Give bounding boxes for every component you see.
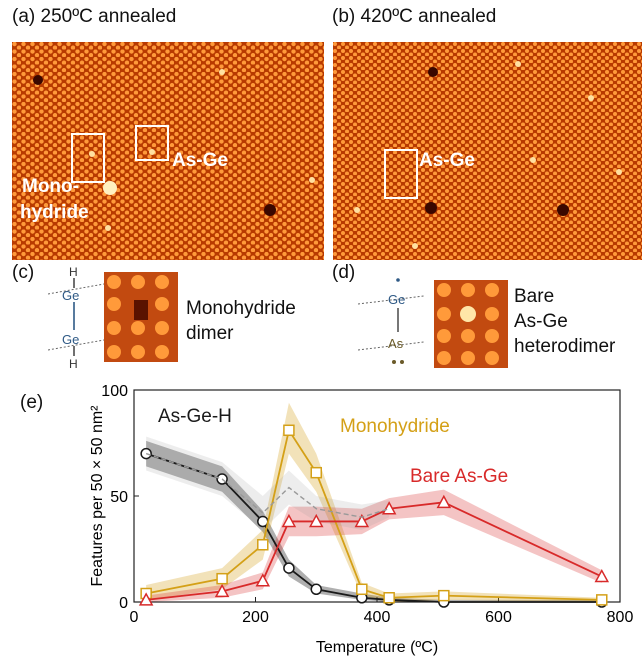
marker-series-1-1 [216,572,228,585]
x-tick-label-4: 800 [607,609,634,626]
caption-c: Monohydride dimer [186,298,296,344]
chart-e: 0 200 400 600 800 0 50 100 Temperature (ºC) Featu… [89,383,634,656]
y-tick-label-1: 50 [110,489,128,506]
marker-series-0-2 [257,515,269,528]
band-series-2 [146,489,602,602]
y-tick-label-2: 100 [101,383,128,400]
label-as-ge-a: As-Ge [172,150,228,171]
stm-image-b: As-Ge [333,42,642,260]
marker-series-2-7 [436,494,452,509]
caption-d: Bare As-Ge heterodimer [514,286,616,357]
atom-h-top: H [69,265,78,279]
marker-series-2-0 [138,592,154,606]
label-mono: Mono- [22,176,79,197]
line-series-3 [145,452,390,518]
x-tick-label-1: 200 [242,609,269,626]
atom-ge-bottom: Ge [62,332,79,347]
x-tick-label-3: 600 [485,609,512,626]
marker-series-2-2 [255,573,271,587]
stm-inset-c [104,272,178,362]
marker-series-1-4 [310,466,322,479]
series-label-2: Bare As-Ge [410,466,508,487]
marker-series-1-7 [438,589,450,602]
stm-inset-d [434,280,508,368]
x-tick-label-2: 400 [364,609,391,626]
marker-series-2-4 [308,513,324,528]
label-as-ge-b: As-Ge [419,150,475,171]
atom-as-d: As [388,336,404,351]
molecule-c: H Ge Ge H [48,265,104,368]
marker-series-2-6 [381,501,397,515]
y-axis-label: Features per 50 × 50 nm² [89,405,106,587]
atom-ge-top: Ge [62,288,79,303]
panel-c-label: (c) [12,262,35,283]
marker-series-0-4 [310,583,322,596]
marker-series-2-1 [214,583,230,598]
panel-b-label: (b) 420ºC annealed [332,6,497,27]
x-tick-label-0: 0 [130,609,139,626]
stm-image-a: As-Ge Mono- hydride [12,42,324,260]
label-hydride: hydride [20,202,89,223]
atom-h-bottom: H [69,357,78,368]
band-series-3 [146,436,390,530]
band-series-0 [146,440,602,602]
series-label-1: Monohydride [340,416,450,437]
highlight-box-a1 [71,133,105,183]
y-tick-label-0: 0 [119,595,128,612]
panel-e-label: (e) [20,392,44,413]
panel-a-label: (a) 250ºC annealed [12,6,177,27]
molecule-d: Ge As [358,278,424,364]
highlight-box-b1 [384,149,418,199]
highlight-box-a2 [135,125,169,161]
marker-series-1-3 [283,424,295,437]
marker-series-1-2 [257,539,269,551]
x-axis-label: Temperature (ºC) [316,639,438,656]
marker-series-0-3 [283,562,295,574]
series-label-0: As-Ge-H [158,406,232,427]
marker-series-1-5 [356,583,368,596]
marker-series-2-5 [354,513,370,528]
atom-ge-d: Ge [388,292,405,307]
marker-series-1-8 [596,594,608,606]
marker-series-1-6 [383,592,395,604]
panel-d-label: (d) [332,262,356,283]
band-series-1 [146,402,602,602]
marker-series-2-3 [281,513,297,528]
marker-series-2-8 [594,568,610,583]
